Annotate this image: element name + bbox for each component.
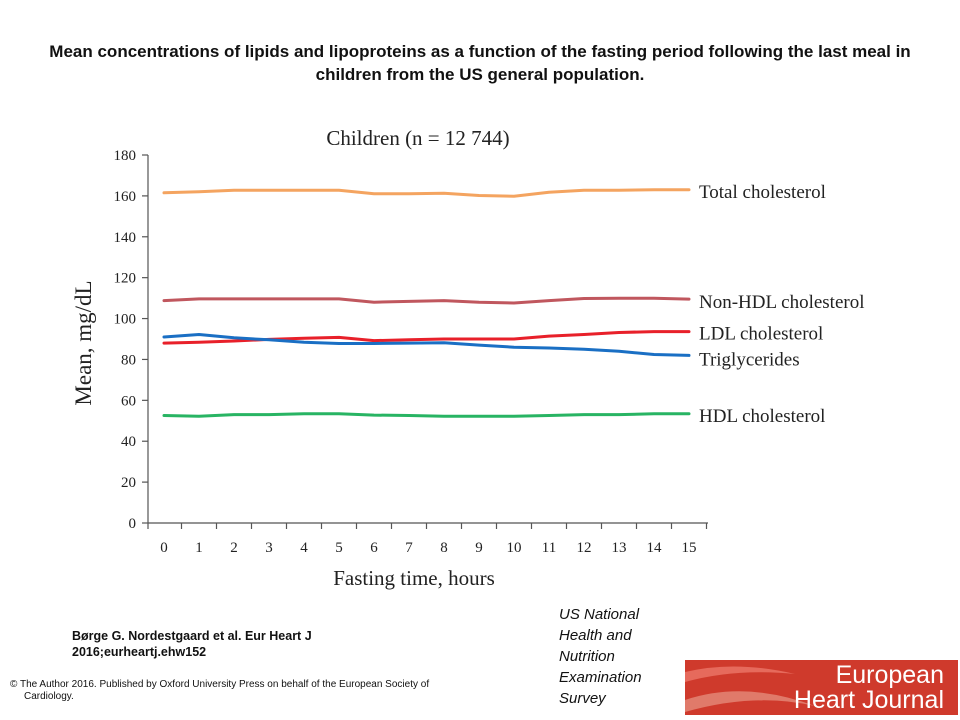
logo-word-2: Heart Journal (793, 686, 944, 714)
x-tick-label: 12 (577, 540, 592, 556)
y-tick-label: 40 (121, 434, 136, 450)
journal-logo: European Heart Journal (685, 660, 958, 715)
logo-word-1: European (835, 661, 944, 689)
logo-swoosh-icon (685, 666, 815, 712)
series-label: Total cholesterol (699, 182, 826, 203)
series-line (162, 296, 691, 305)
y-tick-label: 0 (129, 516, 137, 532)
y-tick-label: 100 (114, 312, 137, 328)
series-label: Triglycerides (699, 349, 800, 370)
x-tick-label: 4 (300, 540, 308, 556)
y-tick-label: 80 (121, 352, 136, 368)
y-tick-label: 180 (114, 148, 137, 164)
copyright-notice: © The Author 2016. Published by Oxford U… (10, 679, 540, 703)
citation: Børge G. Nordestgaard et al. Eur Heart J… (72, 629, 312, 659)
x-tick-label: 1 (195, 540, 203, 556)
x-tick-label: 11 (542, 540, 556, 556)
series-label: HDL cholesterol (699, 406, 825, 427)
x-tick-label: 10 (507, 540, 522, 556)
y-tick-label: 140 (114, 230, 137, 246)
x-tick-label: 0 (160, 540, 168, 556)
y-axis-label: Mean, mg/dL (71, 280, 96, 405)
x-tick-label: 3 (265, 540, 273, 556)
source-note: US National Health and Nutrition Examina… (559, 606, 642, 707)
slide-title: Mean concentrations of lipids and lipopr… (49, 42, 911, 84)
y-tick-label: 160 (114, 189, 137, 205)
series-label: LDL cholesterol (699, 324, 823, 345)
x-tick-label: 6 (370, 540, 378, 556)
y-tick-label: 60 (121, 393, 136, 409)
series-line (162, 412, 691, 418)
line-chart: Children (n = 12 744)0204060801001201401… (71, 126, 865, 590)
x-axis-label: Fasting time, hours (333, 566, 495, 590)
x-tick-label: 9 (475, 540, 483, 556)
chart-title: Children (n = 12 744) (326, 126, 509, 150)
copyright-line-2: Cardiology. (24, 691, 74, 702)
x-tick-label: 15 (682, 540, 697, 556)
x-tick-label: 14 (647, 540, 663, 556)
series-line (162, 333, 691, 357)
x-tick-label: 7 (405, 540, 413, 556)
y-tick-label: 20 (121, 475, 136, 491)
series-label: Non-HDL cholesterol (699, 292, 865, 313)
x-tick-label: 2 (230, 540, 238, 556)
y-tick-label: 120 (114, 271, 137, 287)
x-tick-label: 13 (612, 540, 627, 556)
copyright-line-1: © The Author 2016. Published by Oxford U… (10, 679, 430, 690)
x-tick-label: 5 (335, 540, 343, 556)
x-tick-label: 8 (440, 540, 448, 556)
series-line (162, 188, 691, 198)
